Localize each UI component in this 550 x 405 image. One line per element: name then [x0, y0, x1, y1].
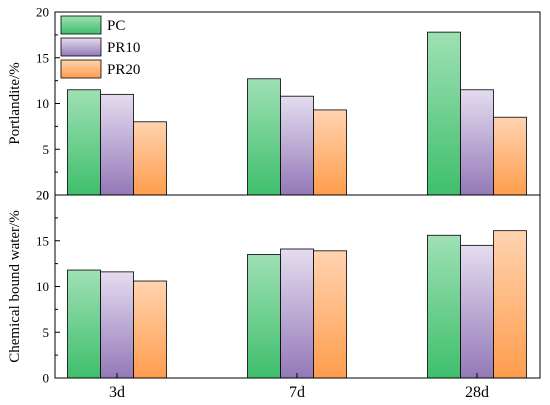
bar-pc-3d [67, 89, 101, 196]
y-tick-label: 20 [36, 188, 49, 203]
x-category-labels: 3d 7d 28d [109, 373, 489, 401]
y-tick-label: 15 [36, 233, 49, 248]
bar-pr20-7d [313, 109, 347, 196]
y-tick-label: 10 [36, 96, 49, 111]
y-tick-label: 0 [43, 371, 50, 386]
legend-swatch-pr10 [60, 37, 102, 57]
y-tick-label: 15 [36, 50, 49, 65]
legend-label-pc: PC [107, 18, 125, 34]
bar-pr10-7d [280, 95, 314, 196]
bar-pr20-28d [493, 230, 527, 379]
portlandite-panel: 0 5 10 15 20 PC PR10 PR20 Portlandite/% [7, 5, 541, 203]
bar-pr20-7d [313, 250, 347, 379]
bar-pr20-3d [133, 121, 167, 196]
portlandite-y-axis-title: Portlandite/% [7, 62, 23, 145]
bar-pc-28d [427, 234, 461, 379]
legend: PC PR10 PR20 [60, 15, 140, 79]
chemical-bound-water-y-ticks: 0 5 10 15 20 [36, 188, 60, 386]
legend-label-pr20: PR20 [107, 62, 140, 78]
bar-pr10-7d [280, 248, 314, 379]
x-category-label-28d: 28d [465, 384, 489, 401]
bar-pr20-28d [493, 116, 527, 196]
bar-pc-7d [247, 254, 281, 379]
bar-pr20-3d [133, 280, 167, 379]
portlandite-y-ticks: 0 5 10 15 20 [36, 5, 60, 203]
chemical-bound-water-panel: 0 5 10 15 20 Chemical bound water/% [7, 188, 541, 386]
y-tick-label: 10 [36, 279, 49, 294]
bar-pr10-28d [460, 244, 494, 379]
chemical-bound-water-y-axis-title: Chemical bound water/% [7, 210, 23, 362]
portlandite-bars [67, 31, 527, 196]
bar-pc-3d [67, 269, 101, 379]
bar-pc-28d [427, 31, 461, 196]
x-category-label-3d: 3d [109, 384, 125, 401]
y-tick-label: 0 [43, 188, 50, 203]
y-tick-label: 20 [36, 5, 49, 20]
bar-pr10-28d [460, 89, 494, 196]
legend-swatch-pc [60, 15, 102, 35]
bar-pc-7d [247, 78, 281, 196]
bar-pr10-3d [100, 271, 134, 379]
x-category-label-7d: 7d [289, 384, 305, 401]
y-tick-label: 5 [43, 142, 50, 157]
y-tick-label: 5 [43, 325, 50, 340]
chemical-bound-water-bars [67, 230, 527, 379]
legend-label-pr10: PR10 [107, 40, 140, 56]
bar-pr10-3d [100, 93, 134, 196]
legend-swatch-pr20 [60, 59, 102, 79]
